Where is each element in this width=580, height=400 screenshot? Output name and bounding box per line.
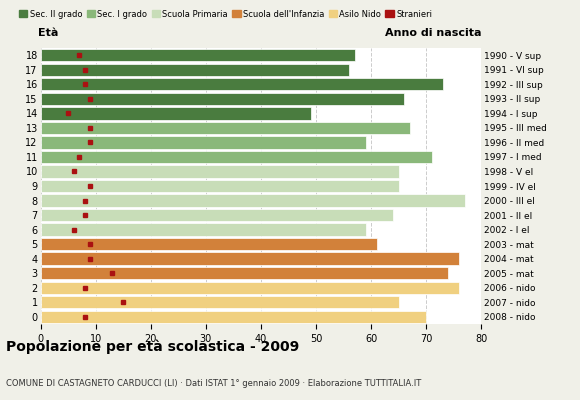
Bar	[41, 194, 465, 207]
Bar	[41, 296, 399, 308]
Bar	[41, 151, 432, 163]
Bar	[41, 136, 366, 148]
Bar	[41, 238, 377, 250]
Bar	[41, 310, 426, 323]
Bar	[41, 122, 410, 134]
Text: COMUNE DI CASTAGNETO CARDUCCI (LI) · Dati ISTAT 1° gennaio 2009 · Elaborazione T: COMUNE DI CASTAGNETO CARDUCCI (LI) · Dat…	[6, 379, 421, 388]
Bar	[41, 224, 366, 236]
Text: Popolazione per età scolastica - 2009: Popolazione per età scolastica - 2009	[6, 340, 299, 354]
Bar	[41, 180, 399, 192]
Bar	[41, 267, 448, 279]
Bar	[41, 209, 393, 221]
Text: Età: Età	[38, 28, 59, 38]
Bar	[41, 78, 443, 90]
Bar	[41, 93, 404, 105]
Bar	[41, 282, 459, 294]
Bar	[41, 49, 355, 62]
Bar	[41, 64, 349, 76]
Legend: Sec. II grado, Sec. I grado, Scuola Primaria, Scuola dell'Infanzia, Asilo Nido, : Sec. II grado, Sec. I grado, Scuola Prim…	[16, 6, 436, 22]
Text: Anno di nascita: Anno di nascita	[385, 28, 481, 38]
Bar	[41, 107, 311, 120]
Bar	[41, 165, 399, 178]
Bar	[41, 252, 459, 265]
